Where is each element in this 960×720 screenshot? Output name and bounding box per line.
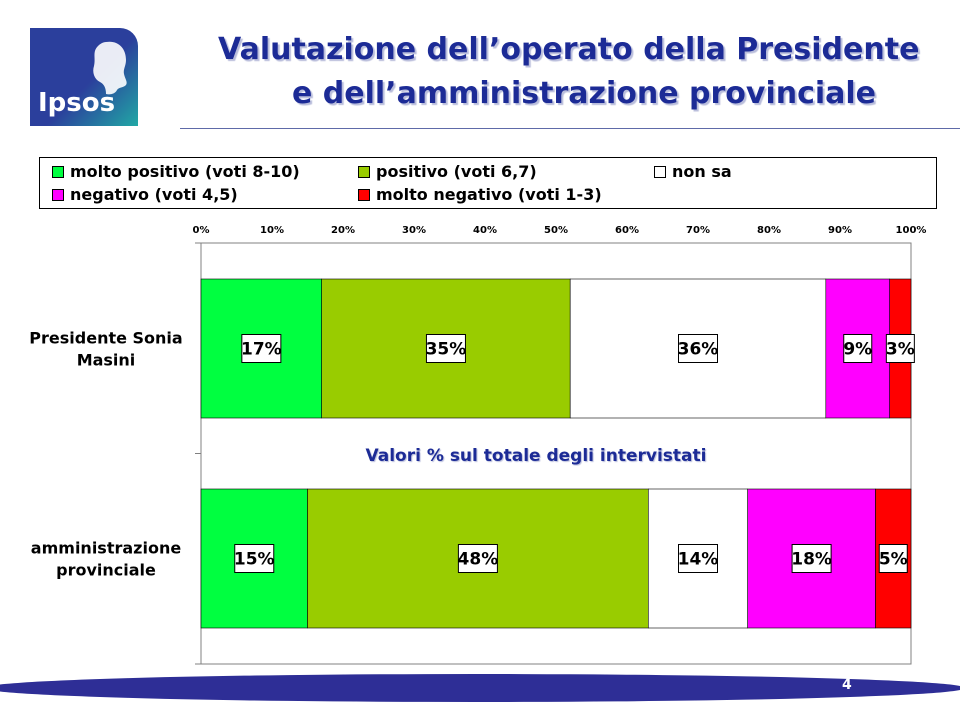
data-label-box: [234, 544, 275, 573]
logo-text: Ipsos: [38, 88, 116, 118]
data-label: 48%: [458, 550, 499, 570]
legend-label: positivo (voti 6,7): [376, 162, 537, 181]
head-profile-icon: [93, 41, 127, 95]
title-line-1: Valutazione dell’operato della President…: [218, 32, 920, 67]
legend-label: negativo (voti 4,5): [70, 185, 238, 204]
data-label: 18%: [791, 550, 832, 570]
x-tick-label: 30%: [402, 225, 426, 236]
page-number: 4: [842, 677, 852, 693]
x-tick-label: 100%: [896, 225, 927, 236]
title-divider: [180, 128, 960, 129]
data-label: 17%: [241, 340, 282, 360]
legend-swatch: [52, 165, 64, 178]
legend-item-negativo: negativo (voti 4,5): [52, 185, 238, 204]
x-tick-label: 70%: [686, 225, 710, 236]
legend-label: molto negativo (voti 1-3): [376, 185, 602, 204]
legend-swatch: [358, 188, 370, 201]
category-label: amministrazione: [31, 539, 182, 558]
data-label: 35%: [426, 340, 467, 360]
x-tick-label: 10%: [260, 225, 284, 236]
data-label-box: [241, 334, 282, 363]
legend-item-molto-negativo: molto negativo (voti 1-3): [358, 185, 602, 204]
data-label: 3%: [886, 340, 915, 360]
data-label-box: [843, 334, 873, 363]
bar-segment: [200, 488, 308, 629]
data-label-box: [678, 544, 718, 573]
slide-title: Valutazione dell’operato della President…: [170, 28, 960, 116]
x-tick-label: 80%: [757, 225, 781, 236]
ipsos-logo: Ipsos: [30, 28, 138, 126]
chart-legend: molto positivo (voti 8-10) positivo (vot…: [39, 157, 937, 209]
footer-band: [0, 674, 960, 702]
x-tick-label: 90%: [828, 225, 852, 236]
data-label: 14%: [678, 550, 719, 570]
x-tick-label: 60%: [615, 225, 639, 236]
legend-swatch: [654, 165, 666, 178]
category-label: Presidente Sonia: [29, 329, 182, 348]
x-tick-label: 20%: [331, 225, 355, 236]
data-label: 36%: [678, 340, 719, 360]
category-label: Masini: [77, 351, 136, 370]
data-label-box: [885, 334, 915, 363]
data-label: 9%: [843, 340, 872, 360]
data-label-box: [678, 334, 718, 363]
legend-label: non sa: [672, 162, 732, 181]
x-tick-label: 40%: [473, 225, 497, 236]
data-label-box: [457, 544, 498, 573]
data-label-box: [791, 544, 832, 573]
legend-swatch: [52, 188, 64, 201]
legend-swatch: [358, 165, 370, 178]
legend-label: molto positivo (voti 8-10): [70, 162, 300, 181]
legend-item-molto-positivo: molto positivo (voti 8-10): [52, 162, 300, 181]
category-label: provinciale: [56, 561, 156, 580]
data-label: 5%: [879, 550, 908, 570]
data-label-box: [878, 544, 908, 573]
legend-item-positivo: positivo (voti 6,7): [358, 162, 537, 181]
x-tick-label: 0%: [193, 225, 210, 236]
legend-item-non-sa: non sa: [654, 162, 732, 181]
title-line-2: e dell’amministrazione provinciale: [292, 76, 877, 111]
data-label-box: [425, 334, 466, 363]
data-label: 15%: [234, 550, 275, 570]
x-tick-label: 50%: [544, 225, 568, 236]
chart-annotation: Valori % sul totale degli intervistati: [366, 446, 707, 466]
